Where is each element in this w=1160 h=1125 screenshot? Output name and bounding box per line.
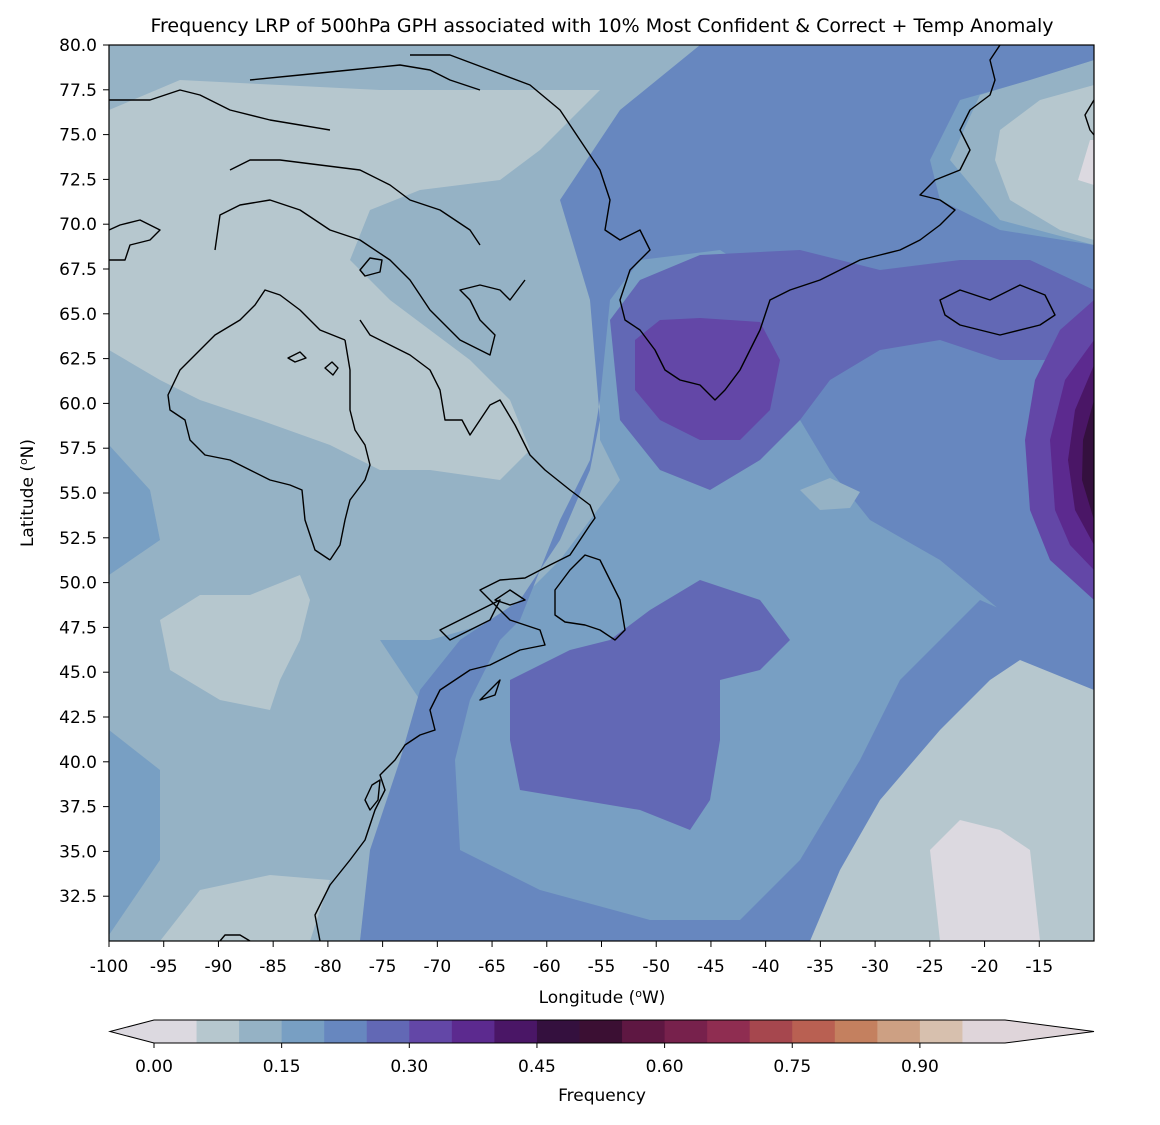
colorbar-tick-label: 0.45 [518,1057,556,1077]
contour-field [109,45,1094,941]
y-axis-label-tail: N) [18,439,38,458]
colorbar-segment [324,1020,368,1043]
colorbar-tick-label: 0.30 [390,1057,428,1077]
colorbar-segment [536,1020,581,1043]
colorbar-segment [154,1020,198,1043]
colorbar-tick-label: 0.60 [646,1057,684,1077]
contour-band-low-island [800,478,860,510]
x-axis-label-tail: W) [642,988,665,1008]
contour-band-low-southwest [160,575,310,710]
x-axis-label-text: Longitude ( [539,988,636,1008]
x-tick-label: -35 [806,957,834,977]
colorbar-segment [239,1020,283,1043]
contour-band-0.30 [635,318,780,440]
colorbar: 0.00 0.15 0.30 0.45 0.60 0.75 0.90 [108,1019,1095,1077]
y-tick-label: 80.0 [59,36,97,56]
contour-band-east-0.40 [1068,365,1094,545]
contour-band-west-lower [109,730,160,935]
y-tick-label: 37.5 [59,798,97,818]
x-tick-label: -15 [1025,957,1053,977]
x-tick-label: -90 [205,957,233,977]
x-tick-label: -75 [369,957,397,977]
x-tick-label: -60 [533,957,561,977]
x-tick-label: -50 [642,957,670,977]
colorbar-segment [919,1020,964,1043]
colorbar-segment [792,1020,836,1043]
colorbar-segment [622,1020,666,1043]
contour-band-lowest-southeast [930,820,1040,941]
x-tick-label: -40 [752,957,780,977]
colorbar-segment [366,1020,410,1043]
colorbar-segment [877,1020,921,1043]
y-tick-label: 75.0 [59,126,97,146]
colorbar-label: Frequency [558,1086,646,1106]
colorbar-tick-label: 0.00 [135,1057,173,1077]
y-tick-label: 55.0 [59,484,97,504]
y-tick-label: 62.5 [59,350,97,370]
x-tick-label: -25 [916,957,944,977]
colorbar-segment [707,1020,751,1043]
colorbar-tick-label: 0.90 [901,1057,939,1077]
contour-band-west-upper [109,445,160,575]
colorbar-segment [451,1020,495,1043]
x-tick-label: -100 [90,957,129,977]
contour-band-east-0.45 [1082,400,1094,520]
y-tick-label: 50.0 [59,574,97,594]
y-tick-label: 45.0 [59,663,97,683]
x-tick-label: -70 [423,957,451,977]
colorbar-segment [962,1020,1006,1043]
y-tick-label: 77.5 [59,81,97,101]
y-tick-label: 57.5 [59,439,97,459]
x-axis-ticks: -100 -95 -90 -85 -80 -75 -70 -65 -60 -55 -50 -45 -40… [90,941,1053,977]
contour-band-low-northeast [995,85,1094,240]
y-axis-label: Latitude (oN) [17,439,39,547]
y-tick-label: 40.0 [59,753,97,773]
x-axis-label: Longitude (oW) [539,987,666,1009]
y-tick-label: 65.0 [59,305,97,325]
y-tick-label: 35.0 [59,842,97,862]
x-tick-label: -65 [478,957,506,977]
chart-title: Frequency LRP of 500hPa GPH associated w… [150,15,1053,37]
colorbar-tick-label: 0.15 [263,1057,301,1077]
y-tick-label: 67.5 [59,260,97,280]
y-axis-ticks: 32.5 35.0 37.5 40.0 42.5 45.0 47.5 50.0 52.5 55.0… [59,36,109,907]
y-tick-label: 42.5 [59,708,97,728]
y-tick-label: 32.5 [59,887,97,907]
colorbar-segment [196,1020,240,1043]
x-tick-label: -85 [259,957,287,977]
x-axis-label-sup: o [635,987,642,1000]
y-tick-label: 52.5 [59,529,97,549]
x-tick-label: -30 [861,957,889,977]
y-tick-label: 70.0 [59,215,97,235]
y-tick-label: 72.5 [59,170,97,190]
colorbar-segment [749,1020,793,1043]
colorbar-segment [664,1020,708,1043]
x-tick-label: -20 [971,957,999,977]
x-tick-label: -45 [697,957,725,977]
coastlines [109,45,1094,941]
colorbar-segment [281,1020,325,1043]
y-tick-label: 47.5 [59,618,97,638]
colorbar-extend-high [1005,1020,1094,1043]
contour-band-low-north [109,80,600,480]
colorbar-segment [409,1020,453,1043]
colorbar-tick-label: 0.75 [773,1057,811,1077]
x-tick-label: -55 [588,957,616,977]
y-axis-label-text: Latitude ( [18,465,38,547]
colorbar-extend-low [110,1020,154,1043]
colorbar-segment [834,1020,878,1043]
contour-band-lowest-northeast [1078,140,1094,185]
contour-band-0.25-south [510,580,790,830]
x-tick-label: -95 [150,957,178,977]
x-tick-label: -80 [314,957,342,977]
y-tick-label: 60.0 [59,394,97,414]
contour-band-low-southern [160,875,330,941]
colorbar-segment [494,1020,538,1043]
y-axis-label-sup: o [17,458,30,465]
colorbar-segment [579,1020,623,1043]
